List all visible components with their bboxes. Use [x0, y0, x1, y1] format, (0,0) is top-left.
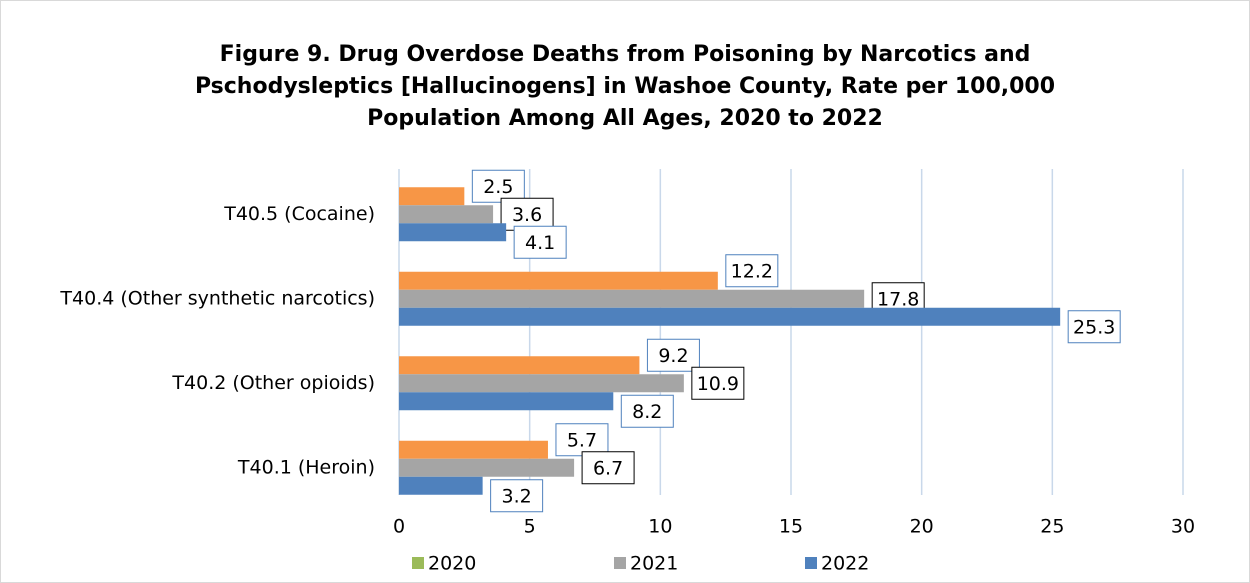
bar	[399, 271, 718, 290]
data-label: 10.9	[697, 373, 739, 395]
legend-label: 2021	[630, 553, 678, 575]
bar	[399, 356, 640, 375]
legend-swatch	[805, 557, 817, 569]
chart-title: Pschodysleptics [Hallucinogens] in Washo…	[195, 74, 1055, 99]
bar	[399, 458, 575, 477]
data-label: 12.2	[731, 260, 773, 282]
legend-label: 2022	[821, 553, 869, 575]
legend-swatch	[412, 557, 424, 569]
data-label: 2.5	[483, 176, 513, 198]
data-label: 6.7	[593, 457, 623, 479]
x-tick-label: 25	[1040, 516, 1064, 538]
data-label-box	[471, 169, 525, 203]
y-tick-label: T40.2 (Other opioids)	[171, 372, 375, 394]
bar	[399, 205, 494, 224]
data-label-box	[691, 366, 745, 400]
data-label-box	[490, 479, 544, 513]
bar	[399, 476, 483, 495]
data-label-box	[646, 338, 700, 372]
data-label-box	[1067, 310, 1121, 344]
legend-label: 2020	[428, 553, 476, 575]
bar	[399, 307, 1061, 326]
bar	[399, 374, 684, 393]
chart-title: Population Among All Ages, 2020 to 2022	[367, 106, 883, 131]
data-label: 4.1	[525, 232, 555, 254]
data-label: 3.6	[512, 204, 542, 226]
y-tick-label: T40.1 (Heroin)	[237, 456, 375, 478]
legend-swatch	[614, 557, 626, 569]
x-tick-label: 20	[910, 516, 934, 538]
data-label: 17.8	[877, 288, 919, 310]
x-tick-label: 0	[393, 516, 405, 538]
bar	[399, 187, 465, 206]
x-tick-label: 10	[648, 516, 672, 538]
x-tick-label: 30	[1171, 516, 1195, 538]
data-label: 8.2	[632, 401, 662, 423]
x-tick-label: 5	[524, 516, 536, 538]
data-label-box	[725, 254, 779, 288]
data-label-box	[620, 394, 674, 428]
bar	[399, 392, 614, 411]
data-label: 5.7	[567, 429, 597, 451]
data-label: 25.3	[1073, 316, 1115, 338]
y-tick-label: T40.4 (Other synthetic narcotics)	[59, 287, 375, 309]
bar	[399, 223, 507, 242]
data-label: 3.2	[502, 485, 532, 507]
chart-title: Figure 9. Drug Overdose Deaths from Pois…	[220, 42, 1031, 67]
data-label-box	[513, 225, 567, 259]
bar	[399, 289, 865, 308]
y-tick-label: T40.5 (Cocaine)	[223, 203, 375, 225]
bar	[399, 440, 548, 459]
data-label-box	[581, 451, 635, 485]
data-label-box	[500, 197, 554, 231]
x-tick-label: 15	[779, 516, 803, 538]
data-label-box	[555, 423, 609, 457]
data-label: 9.2	[658, 345, 688, 367]
